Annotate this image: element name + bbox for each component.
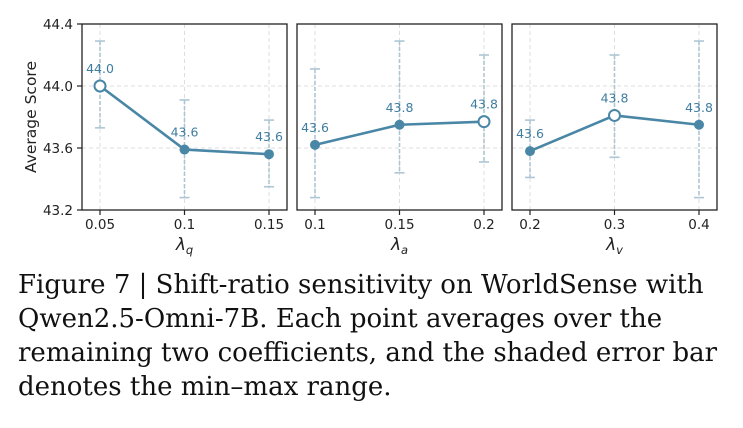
data-label: 43.6 xyxy=(301,120,329,135)
x-tick-label: 0.2 xyxy=(473,217,494,233)
data-label: 43.6 xyxy=(255,129,283,144)
data-point xyxy=(179,144,190,155)
figure-caption: Figure 7 | Shift-ratio sensitivity on Wo… xyxy=(18,270,718,402)
x-axis-label: λa xyxy=(390,235,408,257)
x-tick-label: 0.15 xyxy=(254,217,284,233)
x-tick-label: 0.15 xyxy=(384,217,414,233)
data-label: 43.8 xyxy=(386,100,414,115)
data-label: 43.6 xyxy=(171,125,199,140)
y-tick-label: 44.4 xyxy=(43,17,73,33)
data-label: 43.8 xyxy=(601,90,629,105)
x-tick-label: 0.1 xyxy=(304,217,325,233)
x-tick-label: 0.4 xyxy=(688,217,709,233)
x-tick-label: 0.2 xyxy=(519,217,540,233)
data-point xyxy=(310,139,320,150)
data-label: 44.0 xyxy=(86,61,114,76)
best-point-marker xyxy=(608,108,621,122)
data-point xyxy=(264,149,274,160)
data-point xyxy=(394,119,405,130)
best-point-marker xyxy=(477,115,491,129)
data-label: 43.8 xyxy=(685,100,713,115)
data-point xyxy=(525,146,535,157)
best-point-marker xyxy=(93,79,107,93)
x-tick-label: 0.3 xyxy=(604,217,625,233)
y-tick-label: 43.6 xyxy=(43,141,73,157)
y-tick-label: 44.0 xyxy=(43,79,73,95)
x-tick-label: 0.1 xyxy=(174,217,195,233)
data-label: 43.8 xyxy=(470,97,498,112)
data-label: 43.6 xyxy=(516,126,544,141)
figure-chart: 44.0 43.6 43.6 0.05 0.1 0.15 λq 43.2 43.6 44.0 44.… xyxy=(22,17,718,257)
x-axis-label: λq xyxy=(175,235,193,257)
x-tick-label: 0.05 xyxy=(85,217,115,233)
data-point xyxy=(694,119,704,130)
y-tick-label: 43.2 xyxy=(43,203,73,219)
y-axis-label: Average Score xyxy=(22,61,40,173)
x-axis-label: λv xyxy=(605,235,623,257)
